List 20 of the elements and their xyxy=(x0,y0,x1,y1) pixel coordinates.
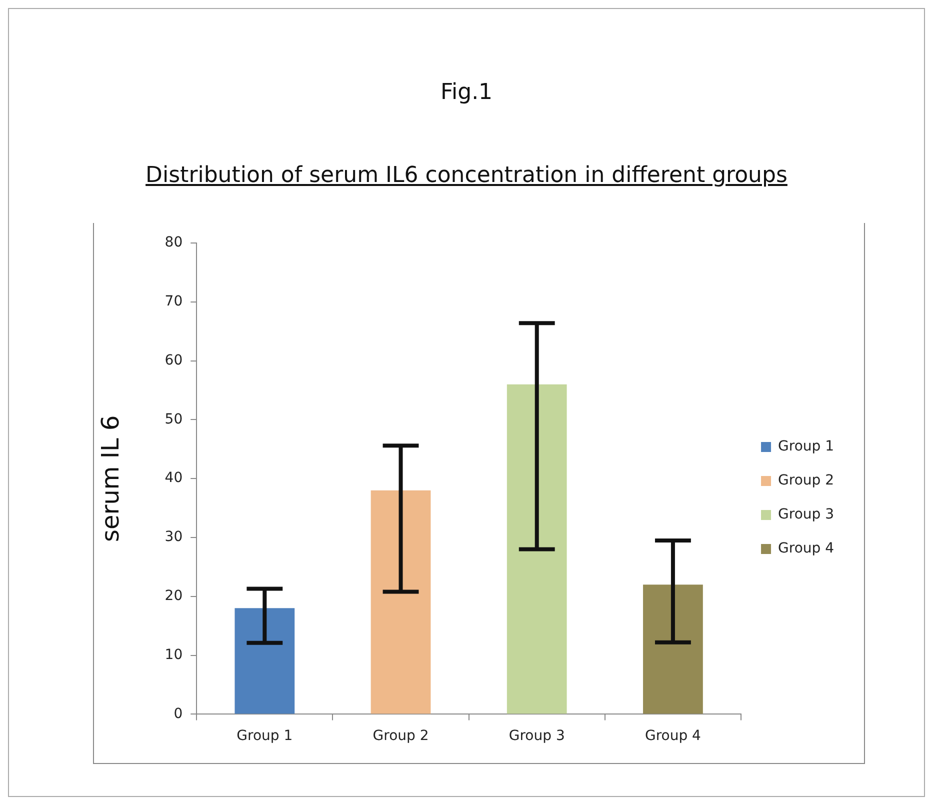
y-axis-title: serum IL 6 xyxy=(96,415,125,542)
legend-label: Group 1 xyxy=(778,438,834,455)
y-tick-label: 50 xyxy=(164,411,183,428)
y-tick-label: 60 xyxy=(164,352,183,368)
legend-label: Group 2 xyxy=(778,472,834,489)
x-tick-label: Group 4 xyxy=(644,728,702,744)
chart-title: Fig.1 xyxy=(439,80,494,105)
y-tick-label: 70 xyxy=(164,294,183,310)
x-tick-label: Group 1 xyxy=(236,728,293,744)
y-tick-label: 20 xyxy=(164,588,183,604)
y-tick-label: 80 xyxy=(164,234,183,251)
chart-subtitle: Distribution of serum IL6 concentration in different groups xyxy=(144,163,788,188)
y-tick-label: 30 xyxy=(164,529,183,546)
y-tick-label: 0 xyxy=(174,706,183,722)
y-tick-label: 40 xyxy=(164,470,183,486)
x-tick-label: Group 2 xyxy=(372,728,429,744)
x-tick-label: Group 3 xyxy=(508,728,565,744)
legend-label: Group 4 xyxy=(778,540,834,557)
y-tick-label: 10 xyxy=(164,646,183,663)
legend-label: Group 3 xyxy=(778,506,834,523)
